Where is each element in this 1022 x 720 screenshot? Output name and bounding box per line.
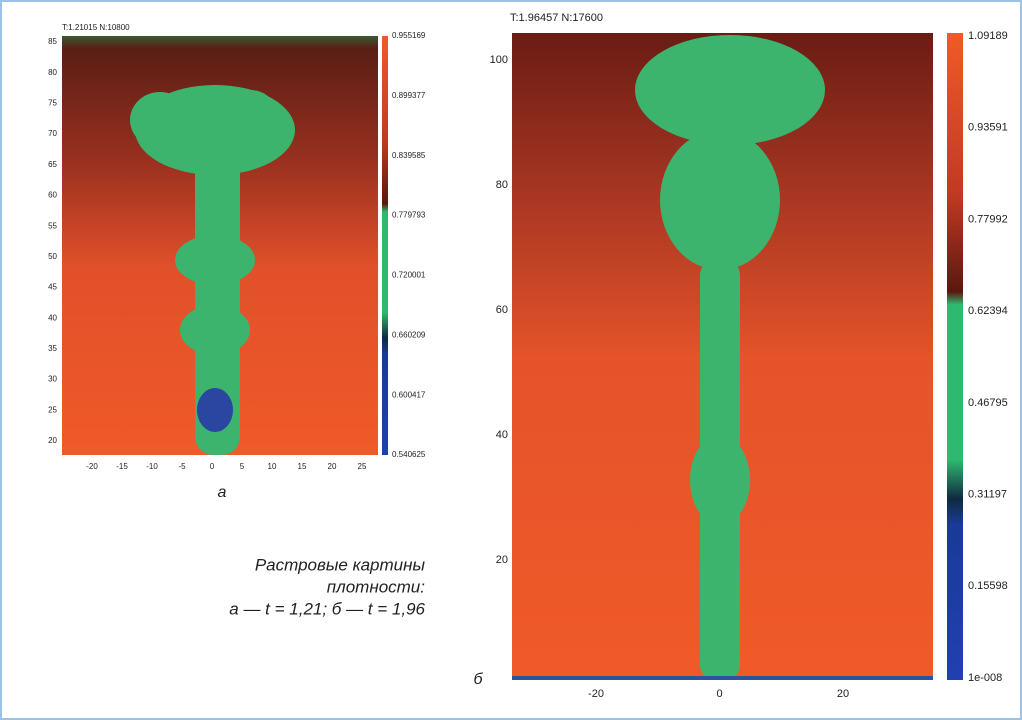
colorbar	[382, 36, 388, 455]
plume	[130, 85, 295, 455]
x-tick-label: 25	[358, 462, 367, 471]
colorbar-label: 0.839585	[392, 151, 426, 160]
colorbar-label: 0.600417	[392, 390, 426, 399]
y-tick-label: 85	[48, 37, 57, 46]
y-tick-label: 50	[48, 252, 57, 261]
colorbar-label: 1e-008	[968, 672, 1002, 684]
x-tick-label: 20	[837, 688, 849, 700]
colorbar-label: 0.779793	[392, 211, 426, 220]
y-tick-label: 20	[496, 554, 508, 566]
colorbar-label: 0.720001	[392, 271, 426, 280]
x-tick-label: -10	[146, 462, 158, 471]
y-tick-label: 70	[48, 129, 57, 138]
y-tick-label: 20	[48, 436, 57, 445]
colorbar-label: 0.15598	[968, 580, 1008, 592]
caption-line: плотности:	[327, 577, 425, 596]
colorbar-label: 0.899377	[392, 91, 426, 100]
caption-line: а — t = 1,21; б — t = 1,96	[229, 599, 425, 618]
y-tick-label: 25	[48, 405, 57, 414]
y-tick-label: 80	[496, 179, 508, 191]
x-tick-label: -15	[116, 462, 128, 471]
y-tick-label: 60	[496, 304, 508, 316]
x-tick-label: -5	[178, 462, 186, 471]
panel-label: а	[218, 484, 227, 501]
colorbar-label: 0.540625	[392, 450, 426, 459]
y-tick-label: 30	[48, 375, 57, 384]
x-tick-label: 15	[298, 462, 307, 471]
y-tick-label: 35	[48, 344, 57, 353]
floor	[512, 676, 933, 680]
colorbar-label: 1.09189	[968, 30, 1008, 42]
colorbar-label: 0.93591	[968, 122, 1008, 134]
x-tick-label: 10	[268, 462, 277, 471]
colorbar-label: 0.660209	[392, 330, 426, 339]
x-tick-label: -20	[588, 688, 604, 700]
colorbar	[947, 33, 963, 680]
colorbar-label: 0.46795	[968, 397, 1008, 409]
x-tick-label: 0	[716, 688, 722, 700]
x-tick-label: -20	[86, 462, 98, 471]
plume-core	[197, 388, 233, 432]
plume	[635, 35, 825, 680]
x-tick-label: 20	[328, 462, 337, 471]
panel-header: T:1.21015 N:10800	[62, 23, 130, 32]
y-tick-label: 100	[490, 54, 508, 66]
caption-line: Растровые картины	[255, 555, 426, 574]
x-tick-label: 0	[210, 462, 215, 471]
y-tick-label: 55	[48, 221, 57, 230]
x-tick-label: 5	[240, 462, 245, 471]
colorbar-label: 0.77992	[968, 213, 1008, 225]
colorbar-label: 0.955169	[392, 31, 426, 40]
y-tick-label: 80	[48, 68, 57, 77]
y-tick-label: 40	[496, 429, 508, 441]
colorbar-label: 0.62394	[968, 305, 1008, 317]
y-tick-label: 45	[48, 283, 57, 292]
colorbar-label: 0.31197	[968, 488, 1007, 500]
panel-label: б	[474, 671, 484, 688]
y-tick-label: 65	[48, 160, 57, 169]
y-tick-label: 60	[48, 191, 57, 200]
panel-header: T:1.96457 N:17600	[510, 12, 603, 24]
y-tick-label: 75	[48, 98, 57, 107]
y-tick-label: 40	[48, 313, 57, 322]
